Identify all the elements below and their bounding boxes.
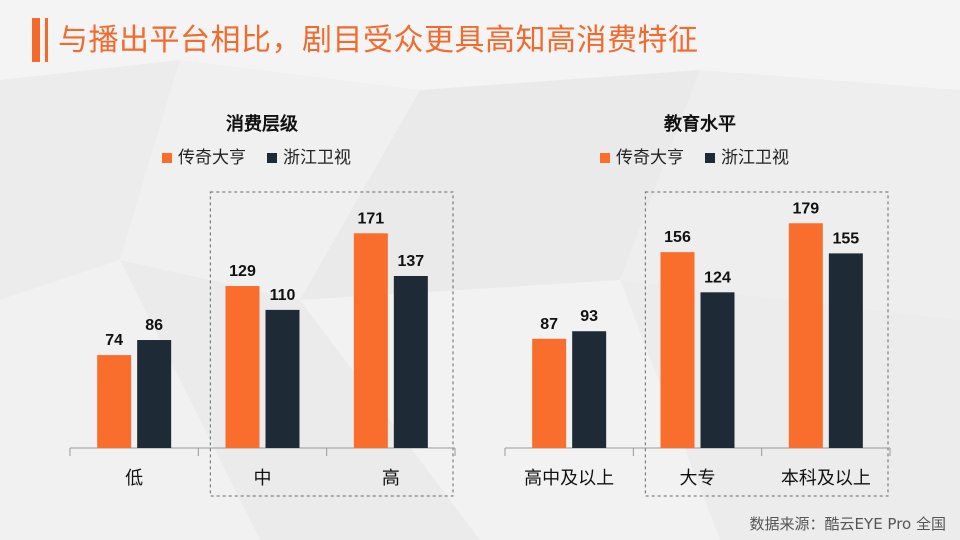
- data-label: 155: [832, 230, 859, 247]
- legend-label: 传奇大亨: [178, 148, 246, 168]
- bar: [788, 223, 823, 448]
- bar: [700, 292, 735, 448]
- data-label: 129: [229, 263, 256, 280]
- category-label: 中: [254, 468, 272, 489]
- highlight-box: [209, 191, 454, 497]
- title-accent-bar: [32, 18, 40, 62]
- chart-title: 消费层级: [226, 113, 299, 135]
- bar: [137, 340, 172, 448]
- bar: [265, 309, 300, 448]
- legend-swatch: [162, 153, 172, 163]
- data-label: 93: [580, 308, 598, 325]
- bar: [572, 331, 607, 448]
- category-label: 大专: [680, 468, 716, 489]
- data-label: 137: [397, 253, 424, 270]
- data-label: 124: [704, 269, 731, 286]
- data-label: 110: [270, 287, 296, 304]
- legend-label: 传奇大亨: [616, 148, 684, 168]
- legend-label: 浙江卫视: [283, 148, 351, 168]
- data-label: 74: [105, 332, 123, 349]
- data-label: 179: [792, 200, 819, 217]
- category-label: 高: [382, 468, 400, 489]
- bar: [532, 338, 567, 448]
- legend-swatch: [267, 153, 277, 163]
- legend-swatch: [600, 153, 610, 163]
- category-label: 低: [125, 468, 143, 489]
- data-source-note: 数据来源：酷云EYE Pro 全国: [749, 515, 946, 533]
- bar: [353, 233, 388, 448]
- legend-label: 浙江卫视: [721, 148, 789, 168]
- bar: [393, 275, 428, 448]
- category-label: 高中及以上: [524, 468, 614, 489]
- bar: [97, 355, 132, 448]
- bar: [660, 252, 695, 448]
- data-label: 87: [540, 316, 558, 333]
- bar: [225, 286, 260, 448]
- title-accent-bar-thin: [45, 18, 48, 62]
- page-title: 与播出平台相比，剧目受众更具高知高消费特征: [58, 23, 699, 58]
- highlight-box: [644, 191, 889, 497]
- bar: [828, 253, 863, 448]
- data-label: 86: [145, 317, 163, 334]
- data-label: 156: [664, 229, 691, 246]
- chart-title: 教育水平: [664, 113, 736, 135]
- category-label: 本科及以上: [781, 468, 871, 489]
- data-label: 171: [357, 210, 384, 227]
- legend-swatch: [705, 153, 715, 163]
